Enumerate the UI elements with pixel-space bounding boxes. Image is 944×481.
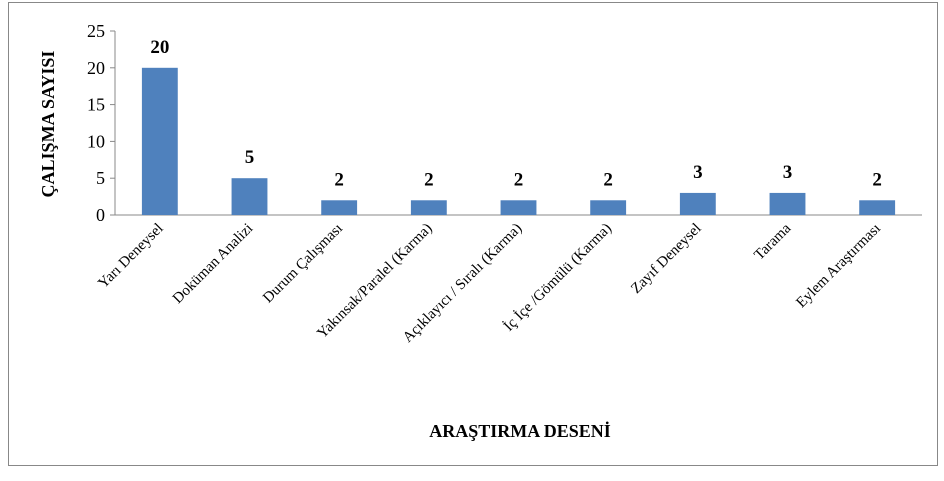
data-label: 3 (693, 162, 703, 183)
bar (679, 192, 716, 215)
y-tick-label: 5 (96, 168, 105, 188)
data-label: 5 (245, 147, 255, 168)
bar (321, 200, 358, 215)
x-tick-label: Durum Çalışması (260, 221, 346, 307)
chart-border (8, 2, 938, 466)
data-label: 2 (424, 169, 434, 190)
y-tick-label: 10 (87, 131, 105, 151)
bar (231, 178, 268, 215)
bar (500, 200, 537, 215)
y-tick-label: 15 (87, 95, 105, 115)
data-label: 20 (150, 37, 169, 58)
bar (590, 200, 627, 215)
x-axis-title: ARAŞTIRMA DESENİ (429, 421, 611, 441)
bar (859, 200, 896, 215)
data-label: 3 (783, 162, 793, 183)
bar (410, 200, 447, 215)
data-label: 2 (334, 169, 344, 190)
x-tick-label: Tarama (751, 220, 794, 263)
x-tick-label: Eylem Araştırması (793, 221, 884, 312)
y-tick-label: 25 (87, 21, 105, 41)
data-label: 2 (514, 169, 524, 190)
x-tick-label: Yarı Deneysel (95, 221, 166, 292)
bar (141, 67, 178, 215)
y-axis-title: ÇALIŞMA SAYISI (38, 51, 58, 198)
bar (769, 192, 806, 215)
x-tick-label: Doküman Analizi (170, 221, 256, 307)
data-label: 2 (872, 169, 882, 190)
data-label: 2 (603, 169, 613, 190)
y-tick-label: 0 (96, 205, 105, 225)
y-tick-label: 20 (87, 58, 105, 78)
x-tick-label: Zayıf Deneysel (628, 221, 704, 297)
